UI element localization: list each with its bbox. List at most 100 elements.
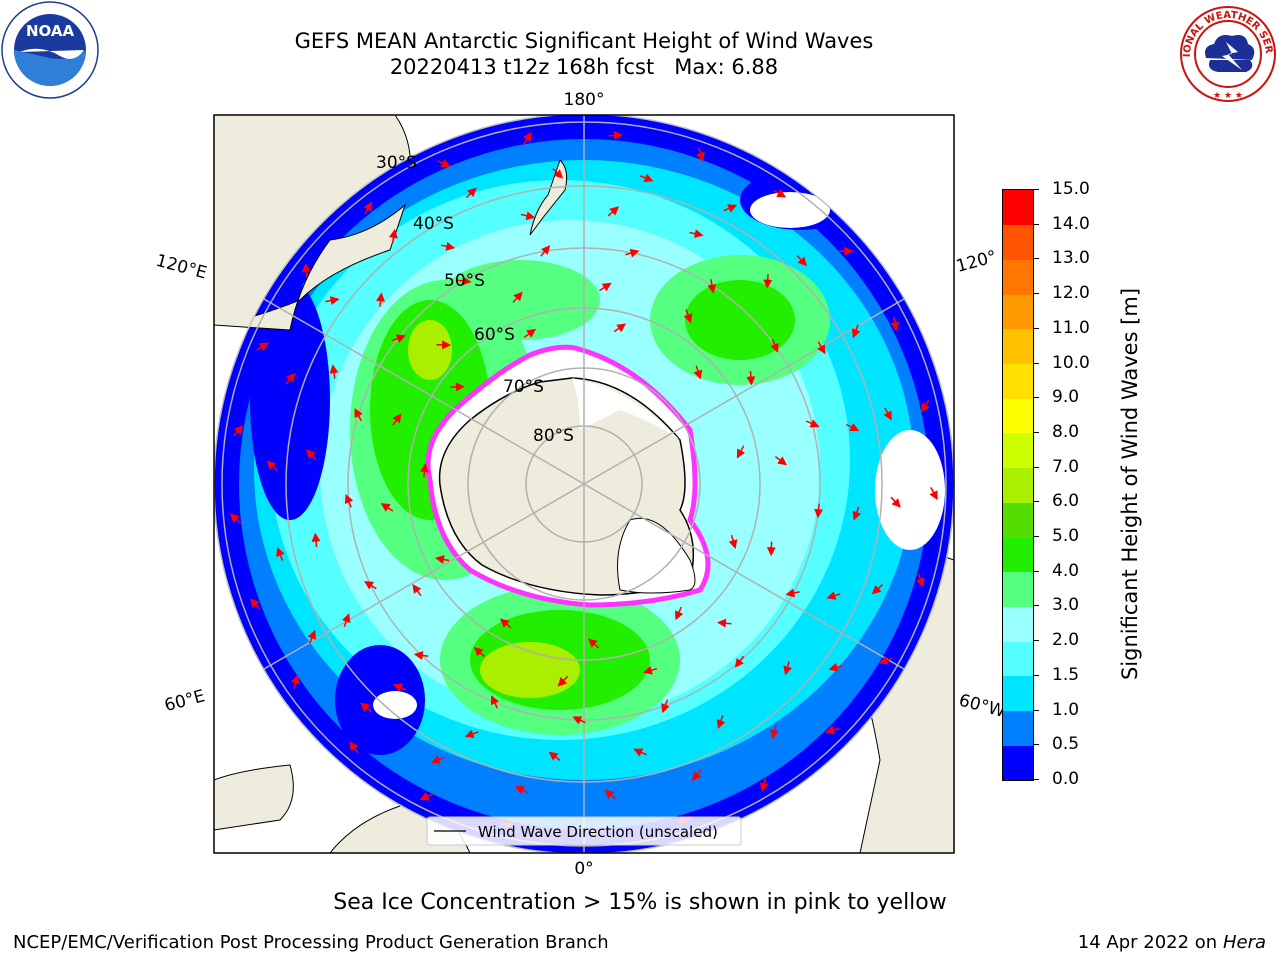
wind-wave-arrow xyxy=(878,655,893,665)
chart-subtitle: 20220413 t12z 168h fcst Max: 6.88 xyxy=(389,55,779,79)
wind-wave-arrow xyxy=(440,241,456,251)
colorbar-title: Significant Height of Wind Waves [m] xyxy=(1118,287,1142,681)
wind-wave-arrow xyxy=(828,662,843,672)
wind-wave-arrow xyxy=(307,629,317,644)
wind-wave-arrow xyxy=(929,487,938,501)
wind-wave-arrow xyxy=(523,131,532,145)
wind-wave-arrow xyxy=(674,606,684,621)
colorbar-segment xyxy=(1003,571,1033,607)
map-frame xyxy=(213,114,955,854)
wind-wave-arrow xyxy=(608,130,624,140)
colorbar-tick-label: 15.0 xyxy=(1052,179,1090,199)
colorbar-segment xyxy=(1003,224,1033,260)
wind-wave-arrow xyxy=(344,494,354,508)
legend-label: Wind Wave Direction (unscaled) xyxy=(478,823,718,841)
colorbar-tick-label: 1.0 xyxy=(1052,699,1080,720)
wind-wave-arrow xyxy=(661,699,670,714)
wind-wave-arrow xyxy=(696,147,705,162)
colorbar-tick xyxy=(1033,293,1039,295)
chart-title: GEFS MEAN Antarctic Significant Height o… xyxy=(294,29,874,53)
wind-wave-arrow xyxy=(249,598,261,610)
wind-wave-arrow xyxy=(890,496,901,508)
wind-wave-arrow xyxy=(548,751,561,761)
colorbar-tick xyxy=(1033,605,1039,607)
wind-wave-arrow xyxy=(490,695,500,709)
wind-wave-arrow xyxy=(783,661,792,676)
colorbar-tick xyxy=(1033,640,1039,642)
wind-wave-arrow xyxy=(285,372,296,385)
date-footer: 14 Apr 2022 on Hera xyxy=(1078,932,1266,953)
colorbar-segment xyxy=(1003,710,1033,746)
wind-wave-arrow xyxy=(412,583,422,597)
wind-wave-arrow xyxy=(392,334,406,343)
wind-wave-arrow xyxy=(435,555,450,564)
colorbar-tick xyxy=(1033,258,1039,260)
wind-wave-arrow xyxy=(364,581,377,590)
wind-wave-arrow xyxy=(392,413,402,426)
lon-label-120w: 120° xyxy=(954,247,999,277)
colorbar-tick xyxy=(1033,674,1039,676)
wind-wave-arrow xyxy=(514,785,528,795)
wind-wave-arrow xyxy=(311,532,321,548)
colorbar-segment xyxy=(1003,745,1033,780)
wind-wave-arrow xyxy=(301,263,311,278)
wind-wave-arrow xyxy=(276,547,285,561)
sea-ice-note: Sea Ice Concentration > 15% is shown in … xyxy=(333,890,947,915)
colorbar-title-wrap: Significant Height of Wind Waves [m] xyxy=(1100,189,1160,779)
wind-wave-arrow xyxy=(325,296,340,306)
wind-wave-arrow xyxy=(774,456,787,466)
wind-wave-arrow xyxy=(689,229,704,239)
wind-wave-arrow xyxy=(419,463,429,478)
colorbar-tick xyxy=(1033,223,1039,225)
wind-wave-arrow xyxy=(465,187,477,199)
wind-wave-arrow xyxy=(717,618,732,628)
colorbar-tick-label: 14.0 xyxy=(1052,213,1090,234)
colorbar-tick-label: 4.0 xyxy=(1052,560,1080,581)
wind-wave-arrow xyxy=(430,755,445,764)
wind-wave-arrow xyxy=(723,204,738,213)
colorbar-tick xyxy=(1033,709,1039,711)
producer-footer: NCEP/EMC/Verification Post Processing Pr… xyxy=(13,932,609,953)
wind-wave-arrow xyxy=(871,584,884,595)
wind-wave-arrow xyxy=(746,371,756,386)
wind-wave-arrow xyxy=(388,228,398,244)
wind-wave-arrow xyxy=(766,541,776,557)
wind-wave-arrow xyxy=(348,741,359,754)
wind-wave-arrow xyxy=(290,674,300,689)
wind-wave-arrow xyxy=(229,513,242,524)
colorbar-tick xyxy=(1033,501,1039,503)
wind-wave-arrow xyxy=(587,638,600,649)
wind-wave-arrow xyxy=(851,324,861,339)
sea-ice-edge xyxy=(425,344,711,608)
colorbar-tick-label: 0.5 xyxy=(1052,734,1080,755)
wind-wave-arrows xyxy=(229,130,938,840)
wind-wave-arrow xyxy=(736,445,746,459)
lat-label-40s: 40°S xyxy=(413,214,454,234)
wind-wave-arrow xyxy=(376,292,386,307)
wind-wave-arrow xyxy=(520,211,536,221)
lon-label-180: 180° xyxy=(564,90,605,110)
wind-wave-arrow xyxy=(852,506,862,521)
wind-wave-arrow xyxy=(683,309,693,324)
wind-wave-arrow xyxy=(523,328,537,338)
wind-wave-arrow xyxy=(890,316,900,332)
colorbar-tick xyxy=(1033,397,1039,399)
wind-wave-arrow xyxy=(266,460,278,472)
colorbar-segment xyxy=(1003,294,1033,330)
colorbar xyxy=(1002,189,1034,781)
wind-wave-arrow xyxy=(413,651,429,660)
wind-wave-arrow xyxy=(233,425,244,437)
lon-label-60w: 60°W xyxy=(957,691,1008,723)
wind-wave-arrow xyxy=(693,365,703,380)
wind-wave-arrow xyxy=(419,792,434,801)
machine-name: Hera xyxy=(1222,932,1266,953)
wind-wave-arrow xyxy=(457,276,472,286)
wind-wave-arrow xyxy=(845,422,860,432)
lat-label-70s: 70°S xyxy=(503,377,544,397)
colorbar-tick-label: 6.0 xyxy=(1052,491,1080,512)
colorbar-tick-label: 11.0 xyxy=(1052,317,1090,338)
colorbar-segment xyxy=(1003,641,1033,677)
wind-wave-arrow xyxy=(814,503,824,519)
wind-wave-arrow xyxy=(256,342,269,352)
wind-wave-arrow xyxy=(691,769,702,781)
